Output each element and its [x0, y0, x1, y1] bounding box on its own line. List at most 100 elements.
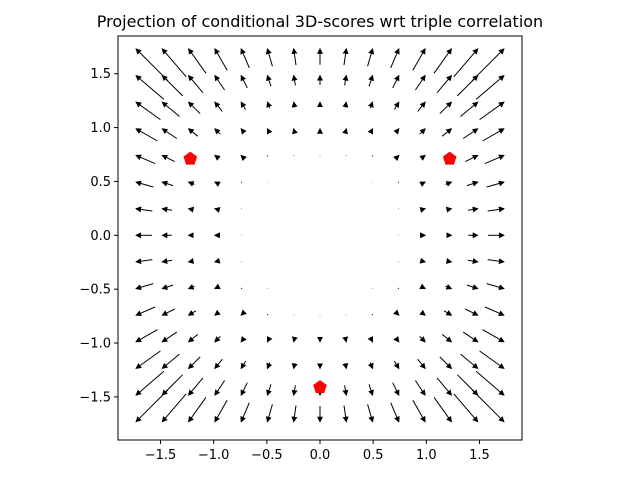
field-arrow: [453, 48, 479, 78]
x-tick-label: 0.0: [310, 448, 331, 463]
field-arrow: [214, 283, 221, 290]
field-arrow: [266, 101, 273, 109]
field-arrow: [393, 154, 400, 162]
field-arrow: [465, 308, 479, 316]
field-arrow: [441, 128, 453, 137]
field-arrow: [371, 155, 374, 157]
field-arrow: [135, 74, 165, 100]
field-arrow: [393, 336, 400, 343]
field-arrow: [213, 181, 221, 187]
field-arrow: [436, 377, 453, 396]
field-arrow: [214, 309, 221, 316]
field-arrow: [291, 47, 298, 66]
field-arrow: [412, 400, 426, 423]
field-arrow: [433, 48, 452, 74]
x-tick-label: 1.5: [469, 448, 490, 463]
field-arrow: [479, 350, 505, 369]
field-arrow: [214, 48, 228, 71]
field-arrow: [439, 101, 453, 115]
field-arrow: [445, 181, 453, 187]
field-arrow: [187, 206, 195, 213]
field-arrow: [213, 207, 221, 213]
field-arrow: [161, 308, 175, 316]
x-tick-label: 0.5: [363, 448, 384, 463]
field-arrow: [265, 404, 273, 423]
red-points: [183, 151, 457, 393]
field-arrow: [240, 336, 247, 343]
field-arrow: [187, 283, 195, 290]
field-arrow: [161, 393, 187, 423]
field-arrow: [214, 128, 221, 135]
field-arrow: [487, 206, 505, 213]
field-arrow: [161, 353, 180, 370]
field-arrow: [214, 74, 226, 91]
field-arrow: [419, 154, 426, 161]
field-arrow: [436, 74, 453, 94]
field-arrow: [419, 257, 427, 264]
field-arrow: [393, 309, 400, 316]
field-arrow: [412, 48, 426, 71]
field-arrow: [479, 101, 505, 121]
field-arrow: [397, 287, 400, 290]
field-arrow: [214, 154, 221, 161]
field-arrow: [240, 402, 250, 423]
field-arrow: [266, 155, 269, 157]
field-arrow: [393, 360, 400, 370]
field-arrow: [367, 47, 375, 67]
field-arrow: [419, 309, 426, 316]
field-arrow: [187, 310, 197, 316]
field-arrow: [266, 362, 273, 370]
field-arrow: [161, 180, 174, 187]
field-arrow: [265, 47, 273, 67]
field-arrow: [392, 74, 400, 89]
field-arrow: [467, 258, 479, 265]
x-tick-label: 1.0: [416, 448, 437, 463]
field-arrow: [240, 181, 243, 184]
field-arrow: [471, 48, 505, 82]
field-arrow: [291, 405, 298, 423]
vector-field: [135, 47, 505, 423]
field-arrow: [342, 336, 348, 343]
field-arrow: [342, 362, 349, 370]
field-arrow: [342, 74, 349, 86]
field-arrow: [393, 128, 400, 135]
x-axis-ticks: −1.5 −1.0 −0.5 0.0 0.5 1.0 1.5: [145, 440, 490, 463]
field-arrow: [214, 358, 223, 370]
field-arrow: [462, 128, 479, 139]
field-arrow: [482, 128, 505, 142]
field-arrow: [161, 74, 184, 97]
field-arrow: [419, 128, 426, 135]
field-arrow: [342, 405, 349, 423]
field-arrow: [460, 101, 479, 117]
field-arrow: [471, 389, 505, 423]
red-point: [442, 151, 457, 165]
field-arrow: [475, 74, 505, 100]
field-arrow: [135, 350, 161, 369]
y-axis-ticks: −1.5 −1.0 −0.5 0.0 0.5 1.0 1.5: [79, 67, 118, 405]
field-arrow: [161, 374, 184, 396]
y-tick-label: 0.5: [90, 175, 111, 190]
field-arrow: [368, 74, 374, 87]
field-arrow: [266, 384, 272, 397]
field-arrow: [392, 382, 400, 396]
y-tick-label: −1.5: [79, 390, 111, 405]
field-arrow: [187, 101, 201, 115]
field-arrow: [367, 127, 374, 135]
field-arrow: [266, 314, 269, 316]
field-arrow: [161, 331, 178, 343]
field-arrow: [466, 284, 479, 290]
field-arrow: [161, 206, 173, 213]
field-arrow: [367, 335, 374, 343]
field-arrow: [266, 74, 272, 87]
field-arrow: [439, 356, 453, 370]
field-arrow: [390, 402, 400, 423]
field-arrow: [291, 74, 298, 86]
chart-title: Projection of conditional 3D-scores wrt …: [96, 12, 544, 31]
field-arrow: [484, 306, 505, 316]
field-arrow: [397, 181, 400, 184]
field-arrow: [292, 336, 298, 343]
field-arrow: [487, 258, 505, 265]
field-arrow: [187, 257, 195, 264]
field-arrow: [266, 335, 273, 343]
field-arrow: [135, 370, 165, 396]
